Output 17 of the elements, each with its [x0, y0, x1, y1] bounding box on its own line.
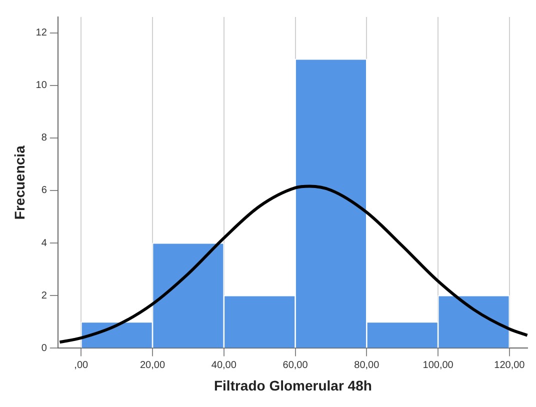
x-tick-label: 120,00 [494, 360, 526, 371]
x-tick-label: 40,00 [211, 360, 237, 371]
x-tick-label: 80,00 [354, 360, 380, 371]
y-tick-label: 8 [41, 132, 48, 144]
y-tick-label: 2 [41, 290, 48, 302]
x-axis-title: Filtrado Glomerular 48h [214, 377, 372, 394]
x-tick-label: 60,00 [282, 360, 308, 371]
line-series [58, 184, 528, 344]
y-tick-label: 10 [36, 80, 48, 92]
x-tick-label: ,00 [74, 360, 89, 371]
y-axis-title: Frecuencia [11, 145, 28, 220]
y-tick-label: 12 [36, 28, 48, 39]
y-tick-label: 0 [41, 342, 48, 354]
y-tick-label: 6 [41, 185, 48, 196]
y-tick-label: 4 [41, 238, 48, 249]
x-tick-label: 20,00 [140, 360, 166, 371]
x-tick-label: 100,00 [422, 360, 454, 371]
